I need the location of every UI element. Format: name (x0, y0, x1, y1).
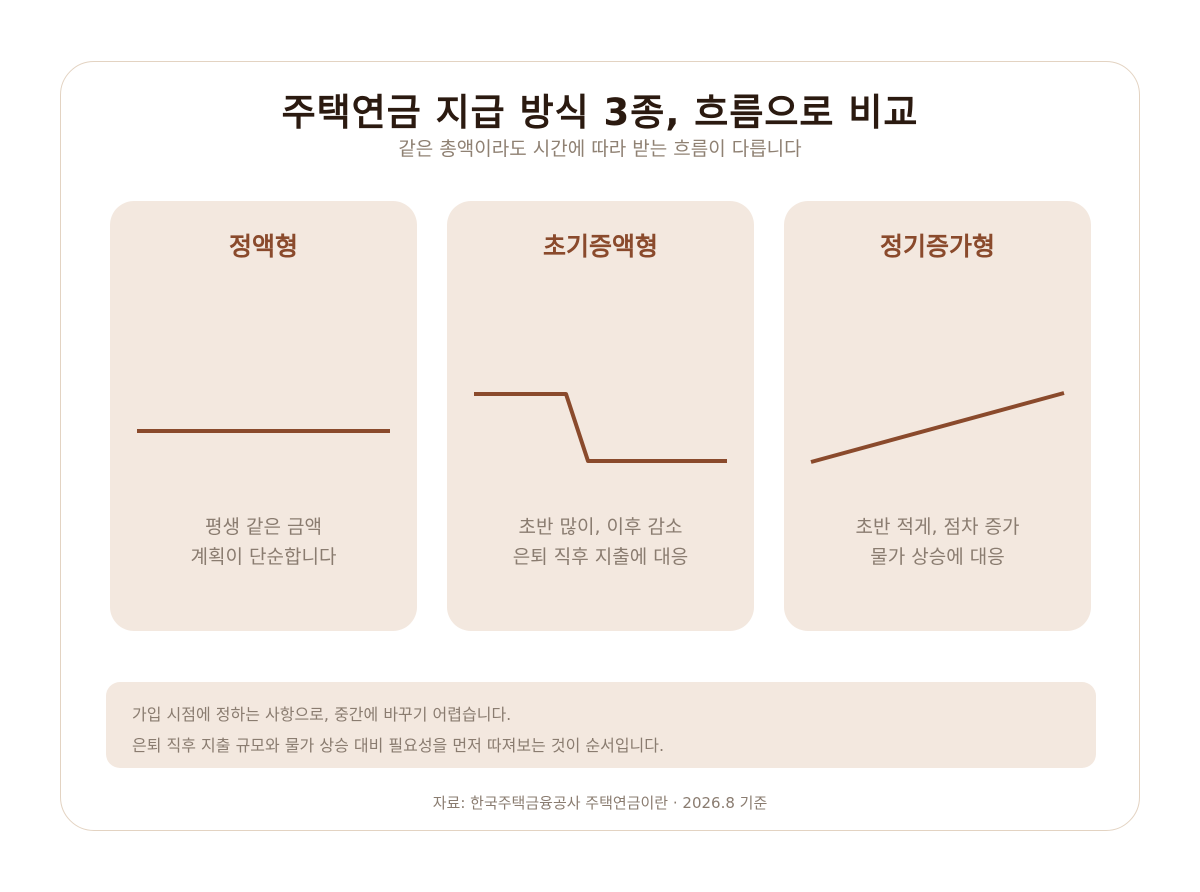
rising-trend-graphic (810, 391, 1065, 464)
note-line-1: 가입 시점에 정하는 사항으로, 중간에 바꾸기 어렵습니다. (132, 705, 512, 724)
card-description: 평생 같은 금액 계획이 단순합니다 (110, 512, 417, 572)
step-down-trend-graphic (474, 392, 727, 463)
card-title: 정액형 (228, 232, 298, 261)
card-description-line-1: 평생 같은 금액 (205, 516, 322, 538)
step-down-trend-line (474, 392, 727, 463)
card-fixed-amount: 정액형 평생 같은 금액 계획이 단순합니다 (110, 201, 417, 631)
card-description-line-1: 초반 적게, 점차 증가 (855, 516, 1020, 538)
card-description-line-1: 초반 많이, 이후 감소 (518, 516, 683, 538)
page-title: 주택연금 지급 방식 3종, 흐름으로 비교 (281, 91, 919, 134)
card-title: 초기증액형 (542, 232, 658, 261)
card-description-line-2: 은퇴 직후 지출에 대응 (512, 546, 689, 568)
card-description-line-2: 계획이 단순합니다 (190, 546, 337, 568)
source-caption: 자료: 한국주택금융공사 주택연금이란 · 2026.8 기준 (432, 794, 768, 812)
page-subtitle: 같은 총액이라도 시간에 따라 받는 흐름이 다릅니다 (398, 138, 802, 160)
card-periodic-increase: 정기증가형 초반 적게, 점차 증가 물가 상승에 대응 (784, 201, 1091, 631)
card-title: 정기증가형 (879, 232, 995, 261)
card-early-increase: 초기증액형 초반 많이, 이후 감소 은퇴 직후 지출에 대응 (447, 201, 754, 631)
card-description-line-2: 물가 상승에 대응 (870, 546, 1005, 568)
note-line-2: 은퇴 직후 지출 규모와 물가 상승 대비 필요성을 먼저 따져보는 것이 순서… (132, 736, 665, 755)
card-description: 초반 많이, 이후 감소 은퇴 직후 지출에 대응 (447, 512, 754, 572)
rising-trend-line (810, 391, 1065, 464)
note-box: 가입 시점에 정하는 사항으로, 중간에 바꾸기 어렵습니다. 은퇴 직후 지출… (106, 682, 1096, 768)
card-description: 초반 적게, 점차 증가 물가 상승에 대응 (784, 512, 1091, 572)
flat-trend-graphic (137, 429, 390, 433)
